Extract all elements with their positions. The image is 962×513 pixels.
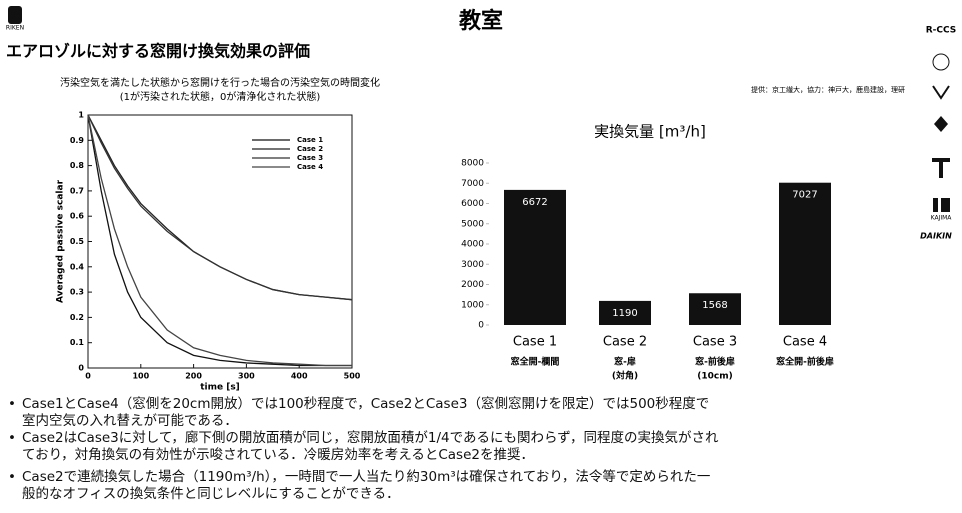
- value-label: 1568: [702, 300, 727, 311]
- category-sublabel: (10cm): [697, 372, 732, 382]
- y-tick-label: 1000: [461, 300, 484, 310]
- bar: [689, 293, 741, 325]
- category-sublabel: 窓-扉: [614, 356, 636, 368]
- subtitle: エアロゾルに対する窓開け換気効果の評価: [6, 42, 310, 61]
- bar: [779, 182, 831, 325]
- value-label: 7027: [792, 190, 817, 201]
- bullet: Case1とCase4（窓側を20cm開放）では100秒程度で，Case2とCa…: [8, 396, 722, 430]
- category-sublabel: 窓全開-前後扉: [776, 356, 834, 368]
- logo-text: RIKEN: [6, 25, 24, 32]
- credit: 提供：京工繊大，協力：神戸大，鹿島建設，理研: [751, 85, 905, 94]
- y-tick-label: 0.1: [70, 338, 85, 347]
- x-tick-label: 500: [344, 372, 361, 381]
- y-tick-label: 0.5: [70, 237, 85, 246]
- category-sublabel: (対角): [612, 370, 638, 382]
- logo-icon: [932, 53, 950, 71]
- value-label: 6672: [522, 197, 547, 208]
- logo-icon: [934, 116, 948, 132]
- x-tick-label: Case 2: [603, 335, 647, 350]
- series-line: [87, 114, 352, 367]
- x-axis-label: time [s]: [200, 383, 240, 393]
- logo-icon: [941, 198, 950, 212]
- legend-label: Case 2: [297, 145, 323, 153]
- y-tick-label: 0.6: [70, 212, 85, 221]
- bar: [599, 300, 651, 325]
- y-tick-label: 8000: [461, 159, 484, 169]
- logo-text: R-CCS: [926, 26, 957, 36]
- category-sublabel: 窓-前後扉: [695, 356, 735, 368]
- x-tick-label: Case 4: [783, 335, 827, 350]
- chart-subtitle: (1が汚染された状態，0が清浄化された状態): [120, 90, 321, 103]
- x-tick-label: Case 3: [693, 335, 737, 350]
- y-tick-label: 7000: [461, 179, 484, 189]
- y-tick-label: 0.2: [70, 313, 84, 322]
- x-tick-label: 400: [291, 372, 308, 381]
- category-sublabel: 窓全開-欄間: [511, 356, 560, 368]
- y-tick-label: 0.8: [70, 161, 85, 170]
- y-axis-label: Averaged passive scalar: [56, 179, 66, 303]
- y-tick-label: 5000: [461, 219, 484, 229]
- legend-label: Case 1: [297, 136, 323, 144]
- bullet: Case2はCase3に対して，廊下側の開放面積が同じ，窓開放面積が1/4である…: [8, 430, 722, 464]
- logo-icon: [932, 158, 950, 178]
- slide: RIKEN 教室 エアロゾルに対する窓開け換気効果の評価 提供：京工繊大，協力：…: [6, 6, 957, 393]
- logo-icon: [8, 6, 22, 24]
- x-tick-label: 300: [238, 372, 255, 381]
- chart-title: 汚染空気を満たした状態から窓開けを行った場合の汚染空気の時間変化: [60, 76, 380, 89]
- y-tick-label: 0: [478, 321, 484, 331]
- logo-text: KAJIMA: [931, 215, 953, 222]
- x-tick-label: 0: [85, 372, 91, 381]
- bar: [504, 189, 566, 325]
- y-tick-label: 1: [78, 111, 84, 120]
- y-tick-label: 4000: [461, 240, 484, 250]
- value-label: 1190: [612, 308, 637, 319]
- bullet: Case2で連続換気した場合（1190m³/h），一時間で一人当たり約30m³は…: [8, 469, 722, 503]
- logo-icon: [933, 198, 938, 212]
- x-tick-label: 200: [185, 372, 202, 381]
- chart-title: 実換気量 [m³/h]: [594, 123, 706, 141]
- legend-label: Case 3: [297, 154, 323, 162]
- y-tick-label: 0.4: [70, 262, 85, 271]
- y-tick-label: 0: [78, 364, 84, 373]
- y-tick-label: 0.3: [70, 288, 84, 297]
- logo-icon: [932, 85, 950, 100]
- y-tick-label: 0.9: [70, 136, 85, 145]
- y-tick-label: 0.7: [70, 186, 84, 195]
- logo-text: DAIKIN: [920, 232, 952, 241]
- x-tick-label: 100: [132, 372, 149, 381]
- y-tick-label: 3000: [461, 260, 484, 270]
- series-line: [87, 114, 352, 367]
- series-line: [87, 114, 353, 301]
- legend-label: Case 4: [297, 163, 323, 171]
- y-tick-label: 2000: [461, 280, 484, 290]
- y-tick-label: 6000: [461, 199, 484, 209]
- x-tick-label: Case 1: [513, 335, 557, 350]
- title: 教室: [459, 8, 503, 34]
